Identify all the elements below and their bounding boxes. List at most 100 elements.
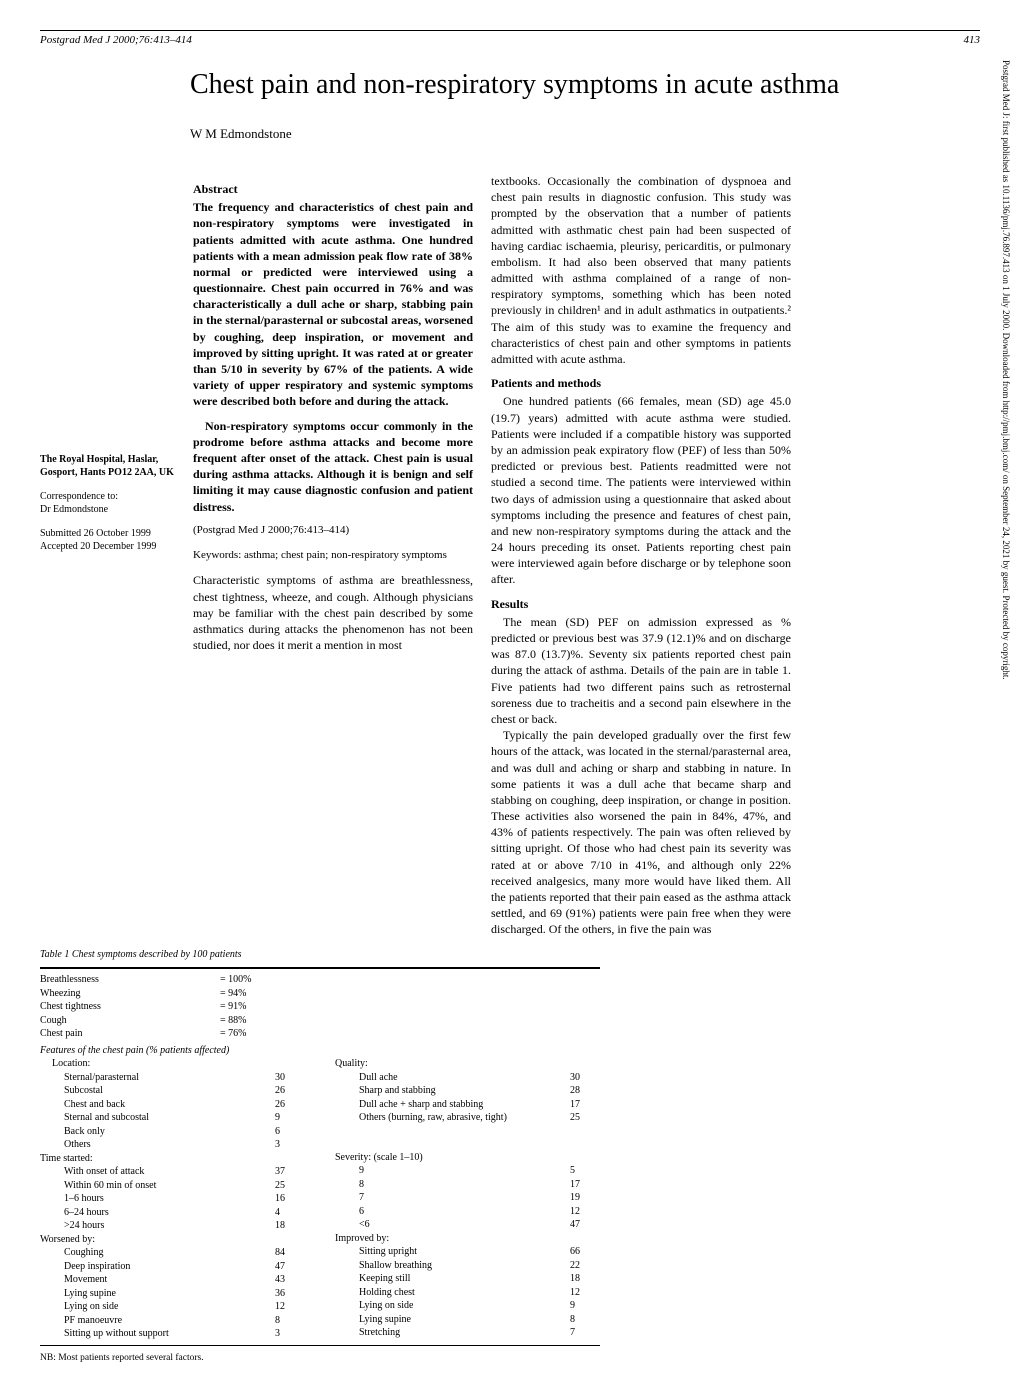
row-label: Sitting up without support	[64, 1327, 275, 1341]
row-label: Holding chest	[359, 1286, 570, 1300]
table-row: PF manoeuvre8	[52, 1314, 305, 1328]
table-row: With onset of attack37	[52, 1165, 305, 1179]
abstract-heading: Abstract	[193, 181, 473, 197]
table-note: NB: Most patients reported several facto…	[40, 1352, 600, 1365]
methods-p1: One hundred patients (66 females, mean (…	[491, 393, 791, 587]
row-label: Keeping still	[359, 1272, 570, 1286]
table-row: Holding chest12	[347, 1286, 600, 1300]
row-value: 12	[570, 1205, 600, 1219]
left-sidebar: The Royal Hospital, Haslar, Gosport, Han…	[40, 173, 175, 938]
table-top-section: Breathlessness= 100%Wheezing= 94%Chest t…	[40, 973, 600, 1041]
table-row: Breathlessness= 100%	[40, 973, 600, 987]
dates: Submitted 26 October 1999 Accepted 20 De…	[40, 527, 175, 554]
table-row: Sternal/parasternal30	[52, 1071, 305, 1085]
table-left-col: Location: Sternal/parasternal30Subcostal…	[40, 1057, 305, 1341]
row-label: Chest pain	[40, 1027, 220, 1041]
row-label: 9	[359, 1164, 570, 1178]
row-label: Lying supine	[64, 1287, 275, 1301]
row-label: Deep inspiration	[64, 1260, 275, 1274]
table-row: Coughing84	[52, 1246, 305, 1260]
table-row: Chest pain= 76%	[40, 1027, 600, 1041]
submitted-date: Submitted 26 October 1999	[40, 527, 175, 541]
location-head: Location:	[40, 1057, 305, 1071]
row-value: 25	[570, 1111, 600, 1125]
row-label: Wheezing	[40, 987, 220, 1001]
row-value: 43	[275, 1273, 305, 1287]
table-row: 817	[347, 1178, 600, 1192]
row-value: 9	[570, 1299, 600, 1313]
time-head: Time started:	[40, 1152, 305, 1166]
row-value: 26	[275, 1084, 305, 1098]
row-label: Sternal/parasternal	[64, 1071, 275, 1085]
row-value: 3	[275, 1327, 305, 1341]
row-value: = 91%	[220, 1000, 246, 1014]
features-heading: Features of the chest pain (% patients a…	[40, 1044, 600, 1058]
affiliation: The Royal Hospital, Haslar, Gosport, Han…	[40, 453, 175, 480]
row-label: Coughing	[64, 1246, 275, 1260]
row-value: 84	[275, 1246, 305, 1260]
table-row: Sitting upright66	[347, 1245, 600, 1259]
table-row: Others3	[52, 1138, 305, 1152]
table-row: Others (burning, raw, abrasive, tight)25	[347, 1111, 600, 1125]
columns-wrapper: Abstract The frequency and characteristi…	[193, 173, 791, 938]
row-label: Others (burning, raw, abrasive, tight)	[359, 1111, 570, 1125]
table-row: 95	[347, 1164, 600, 1178]
row-label: Within 60 min of onset	[64, 1179, 275, 1193]
row-value: 30	[570, 1071, 600, 1085]
results-p2: Typically the pain developed gradually o…	[491, 727, 791, 937]
improved-head: Improved by:	[335, 1232, 600, 1246]
column-1: Abstract The frequency and characteristi…	[193, 173, 473, 938]
abstract-citation: (Postgrad Med J 2000;76:413–414)	[193, 523, 473, 538]
row-value: 12	[570, 1286, 600, 1300]
table-caption: Table 1 Chest symptoms described by 100 …	[40, 948, 600, 962]
row-value: 36	[275, 1287, 305, 1301]
row-value: 19	[570, 1191, 600, 1205]
row-value: = 88%	[220, 1014, 246, 1028]
author-name: W M Edmondstone	[190, 125, 980, 143]
time-rows: With onset of attack37Within 60 min of o…	[40, 1165, 305, 1233]
row-value: 17	[570, 1178, 600, 1192]
results-p1: The mean (SD) PEF on admission expressed…	[491, 614, 791, 727]
table-bottom-rule	[40, 1345, 600, 1346]
table-row: Subcostal26	[52, 1084, 305, 1098]
table-row: Dull ache30	[347, 1071, 600, 1085]
table-row: Deep inspiration47	[52, 1260, 305, 1274]
running-header: Postgrad Med J 2000;76:413–414 413	[40, 30, 980, 48]
row-value: 8	[570, 1313, 600, 1327]
worsened-rows: Coughing84Deep inspiration47Movement43Ly…	[40, 1246, 305, 1341]
worsened-head: Worsened by:	[40, 1233, 305, 1247]
quality-rows: Dull ache30Sharp and stabbing28Dull ache…	[335, 1071, 600, 1125]
severity-rows: 95817719612<647	[335, 1164, 600, 1232]
row-value: 47	[570, 1218, 600, 1232]
row-label: Dull ache	[359, 1071, 570, 1085]
row-label: Lying on side	[359, 1299, 570, 1313]
table-row: 612	[347, 1205, 600, 1219]
intro-continuation: textbooks. Occasionally the combination …	[491, 173, 791, 367]
abstract-p1: The frequency and characteristics of che…	[193, 199, 473, 409]
table-row: Chest and back26	[52, 1098, 305, 1112]
column-2: textbooks. Occasionally the combination …	[491, 173, 791, 938]
correspondence-name: Dr Edmondstone	[40, 503, 175, 517]
table-row: <647	[347, 1218, 600, 1232]
row-label: Sharp and stabbing	[359, 1084, 570, 1098]
row-label: Cough	[40, 1014, 220, 1028]
row-value: 5	[570, 1164, 600, 1178]
quality-head: Quality:	[335, 1057, 600, 1071]
table-row: Lying on side9	[347, 1299, 600, 1313]
row-value: 22	[570, 1259, 600, 1273]
row-label: Lying on side	[64, 1300, 275, 1314]
row-value: 66	[570, 1245, 600, 1259]
row-value: 47	[275, 1260, 305, 1274]
row-value: = 100%	[220, 973, 251, 987]
row-label: PF manoeuvre	[64, 1314, 275, 1328]
table-rule	[40, 967, 600, 969]
row-value: 16	[275, 1192, 305, 1206]
keywords: Keywords: asthma; chest pain; non-respir…	[193, 548, 473, 563]
table-row: Sternal and subcostal9	[52, 1111, 305, 1125]
table-row: Sitting up without support3	[52, 1327, 305, 1341]
row-label: 6	[359, 1205, 570, 1219]
row-label: Chest tightness	[40, 1000, 220, 1014]
table-1: Table 1 Chest symptoms described by 100 …	[40, 948, 600, 1365]
table-row: Within 60 min of onset25	[52, 1179, 305, 1193]
page-number: 413	[964, 33, 981, 48]
